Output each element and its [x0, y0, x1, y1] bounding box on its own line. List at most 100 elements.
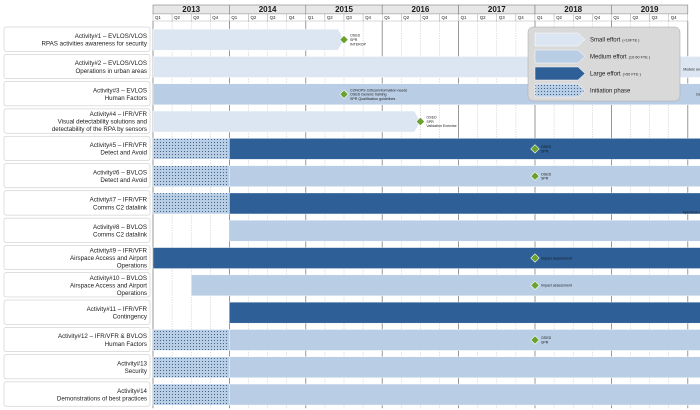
milestone-label: Spectrum requirements [683, 210, 700, 214]
quarter-cell [668, 13, 689, 22]
milestone-label: SPR [350, 38, 358, 42]
quarter-label: Q4 [518, 15, 524, 20]
activity-label-box [3, 272, 151, 298]
quarter-label: Q1 [155, 15, 161, 20]
milestone-label: OSED [426, 116, 437, 120]
milestone-diamond [415, 116, 426, 127]
quarter-label: Q2 [327, 15, 333, 20]
milestone-label: OSED [541, 336, 552, 340]
milestone-diamond [530, 335, 540, 345]
quarter-label: Q3 [422, 15, 428, 20]
large-effort-bar [152, 247, 700, 269]
activity-label: Activity#9 – IFR/VFR [90, 247, 148, 254]
year-label: 2017 [488, 5, 506, 14]
legend-label: Large effort [590, 72, 621, 78]
year-label: 2014 [259, 5, 277, 14]
legend-note: (<10FTE ) [622, 39, 640, 43]
activity-label-box [3, 381, 151, 407]
activity-label: Human Factors [105, 95, 147, 102]
milestone-label: Impact assessment [541, 256, 572, 260]
legend-note: (>50 FTE ) [623, 73, 642, 77]
medium-effort-bar [229, 329, 700, 351]
activity-label: Activity#12 – IFR/VFR & BVLOS [58, 333, 147, 340]
quarter-label: Q4 [594, 15, 600, 20]
milestone-label: SPR Qualification guidelines [350, 97, 396, 101]
year-label: 2013 [182, 5, 200, 14]
activity-label: Human Factors [105, 341, 147, 348]
activity-label: Activity#4 – IFR/VFR [90, 111, 148, 118]
initiation-phase-bar [152, 192, 230, 215]
activity-label-box [3, 354, 151, 380]
medium-effort-bar [229, 356, 700, 378]
activity-label: Activity#3 – EVLOS [93, 87, 147, 94]
large-legend-swatch [534, 66, 586, 81]
initiation-phase-bar [152, 329, 230, 351]
small-effort-bar [152, 28, 345, 51]
effort-legend: Small effort (<10FTE ) Medium effort (10-50… [527, 26, 681, 102]
milestone-label: Impact assessment [541, 284, 572, 288]
activity-label: Operations [117, 263, 147, 270]
activity-label-box [3, 135, 151, 161]
year-label: 2018 [564, 5, 582, 14]
medium-legend-swatch [534, 49, 586, 64]
milestone-diamond [530, 280, 540, 290]
activity-label: Activity#8 – BVLOS [93, 224, 147, 231]
year-label: 2016 [412, 5, 430, 14]
milestone-label: OSED Generic training [350, 93, 387, 97]
activity-label: Visual detectability solutions and [58, 119, 148, 126]
milestone-label: SPR [541, 149, 549, 153]
medium-effort-bar [229, 165, 700, 187]
milestone-label: Demonstrators [696, 93, 700, 97]
quarter-label: Q3 [270, 15, 276, 20]
quarter-label: Q1 [231, 15, 237, 20]
timeline-header: 2013 Q1 Q2 Q3 Q4 2014 Q1 Q2 Q3 Q4 2015 Q1 Q2 Q3 Q4 2016… [152, 4, 689, 22]
quarter-label: Q3 [193, 15, 199, 20]
quarter-label: Q1 [613, 15, 619, 20]
activity-label-box [3, 26, 151, 52]
quarter-label: Q2 [480, 15, 486, 20]
activity-label: Detect and Avoid [100, 177, 147, 184]
activity-row: Activity#13SecurityDemonstratorsValidati… [3, 354, 700, 380]
milestone-label: SPR [541, 177, 549, 181]
year-label: 2015 [335, 5, 353, 14]
activity-label-box [3, 327, 151, 352]
milestone-label: CONOPS Critical information needs [350, 88, 407, 92]
activity-label: Activity#14 [117, 388, 147, 395]
activity-label: Activity#1 – EVLOS/VLOS [75, 33, 147, 40]
activity-label: Activity#11 – IFR/VFR [87, 306, 148, 313]
milestone-diamond [339, 35, 349, 45]
activity-label: Security [125, 368, 148, 375]
quarter-label: Q4 [365, 15, 371, 20]
year-label: 2019 [641, 5, 659, 14]
quarter-label: Q1 [384, 15, 390, 20]
large-effort-bar [229, 301, 700, 324]
medium-effort-bar [229, 383, 700, 406]
large-effort-bar [229, 138, 700, 160]
activity-label: Activity#5 – IFR/VFR [90, 142, 148, 149]
initiation-legend-swatch [534, 83, 586, 98]
activity-label-box [3, 108, 151, 134]
milestone-diamond [530, 253, 540, 263]
quarter-label: Q2 [403, 15, 409, 20]
activity-label: RPAS activities awareness for security [42, 40, 148, 47]
quarter-label: Q2 [633, 15, 639, 20]
initiation-phase-bar [152, 356, 230, 378]
activity-label: Activity#6 – BVLOS [93, 169, 147, 176]
milestone-label: Validation Exercise [426, 124, 456, 128]
activity-label: Airspace Access and Airport [70, 282, 147, 289]
quarter-label: Q2 [556, 15, 562, 20]
medium-effort-bar [190, 274, 700, 297]
initiation-phase-bar [152, 165, 230, 187]
medium-effort-bar [229, 220, 700, 242]
quarter-label: Q3 [652, 15, 658, 20]
legend-label: Initiation phase [590, 89, 631, 95]
